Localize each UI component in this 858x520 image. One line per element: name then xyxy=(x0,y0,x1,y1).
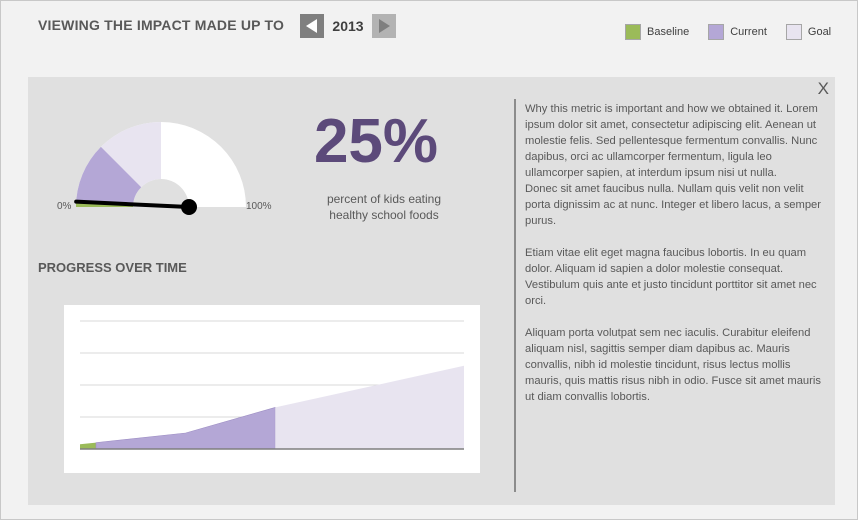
gauge-min-label: 0% xyxy=(57,201,72,212)
metric-detail-panel: X 0% 100% 25% percent of kids eating hea… xyxy=(28,77,835,505)
explanation-paragraph-3: Etiam vitae elit eget magna faucibus lob… xyxy=(525,247,817,307)
progress-chart xyxy=(64,305,480,473)
metric-description-line1: percent of kids eating xyxy=(326,192,442,206)
metric-value: 25% xyxy=(313,107,439,176)
legend-label-goal: Goal xyxy=(807,26,832,38)
metric-description: percent of kids eating healthy school fo… xyxy=(286,191,482,223)
progress-chart-svg xyxy=(80,320,464,450)
year-navigator: 2013 xyxy=(300,14,396,38)
previous-year-button[interactable] xyxy=(300,14,324,38)
legend-item-current: Current xyxy=(708,24,767,40)
legend-label-baseline: Baseline xyxy=(647,26,690,38)
year-label: 2013 xyxy=(332,18,364,34)
legend: Baseline Current Goal xyxy=(625,24,831,40)
legend-item-baseline: Baseline xyxy=(625,24,689,40)
legend-swatch-goal xyxy=(785,24,802,40)
metric-description-line2: healthy school foods xyxy=(329,208,439,222)
chart-area-baseline xyxy=(80,442,96,449)
metric-explanation: Why this metric is important and how we … xyxy=(525,101,825,421)
legend-swatch-baseline xyxy=(625,24,641,40)
explanation-paragraph-1: Why this metric is important and how we … xyxy=(525,103,818,179)
page-title: VIEWING THE IMPACT MADE UP TO xyxy=(38,17,285,33)
legend-swatch-current xyxy=(708,24,725,40)
next-year-button[interactable] xyxy=(372,14,396,38)
triangle-left-icon xyxy=(306,19,317,33)
gauge-current-band xyxy=(76,146,142,207)
triangle-right-icon xyxy=(379,19,390,33)
vertical-divider xyxy=(514,99,516,492)
chart-area-goal xyxy=(275,365,464,449)
gauge-needle xyxy=(74,199,191,209)
gauge-max-label: 100% xyxy=(246,201,272,212)
chart-area-current xyxy=(95,407,276,450)
gauge-needle-hub xyxy=(181,199,197,215)
explanation-paragraph-2: Donec sit amet faucibus nulla. Nullam qu… xyxy=(525,183,821,227)
close-button[interactable]: X xyxy=(817,79,829,98)
gauge: 0% 100% xyxy=(57,122,272,215)
legend-item-goal: Goal xyxy=(785,24,832,40)
explanation-paragraph-4: Aliquam porta volutpat sem nec iaculis. … xyxy=(525,327,821,403)
legend-label-current: Current xyxy=(730,26,767,38)
progress-section-title: PROGRESS OVER TIME xyxy=(38,260,187,275)
